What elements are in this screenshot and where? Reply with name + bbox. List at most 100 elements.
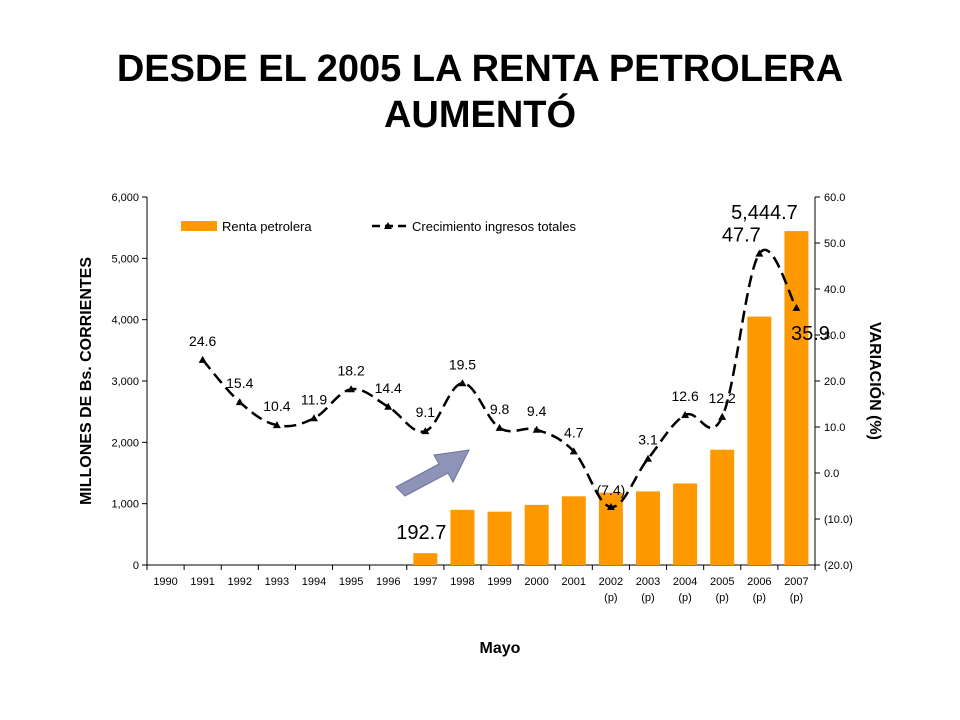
x-tick-label: 1999 [487,576,511,588]
legend-label-bar: Renta petrolera [222,219,312,234]
x-tick-label: 2000 [524,576,548,588]
slide-title: DESDE EL 2005 LA RENTA PETROLERA AUMENTÓ [0,46,960,138]
line-point-marker [235,398,244,406]
line-data-label: 35.9 [791,323,830,345]
line-data-label: (7.4) [596,482,625,498]
line-data-label: 3.1 [638,432,658,448]
bar-renta-petrolera [747,316,772,565]
y2-axis-title: VARIACIÓN (%) [866,322,885,440]
y2-tick-label: (20.0) [824,560,853,572]
line-point-marker [198,355,207,363]
legend-swatch-marker [384,222,392,229]
bar-renta-petrolera [636,491,660,565]
x-tick-label: 2001 [562,576,586,588]
bar-renta-petrolera [710,449,735,565]
line-point-marker [755,249,764,257]
line-series [198,248,801,511]
x-tick-label: 1990 [153,576,177,588]
line-point-marker [718,412,727,420]
x-tick-label: 1997 [413,576,437,588]
bar-series [413,231,809,565]
chart-axes: 0 1,000 2,000 3,000 4,000 5,000 6,000 (20.0) (10… [78,192,885,604]
legend-swatch-bar [181,221,217,231]
line-point-marker [569,447,578,455]
y2-tick-label: 40.0 [824,284,845,296]
bar-renta-petrolera [487,511,512,565]
line-data-label: 47.7 [722,225,761,247]
x-tick-label: 2007 [784,576,808,588]
line-point-marker [532,425,541,433]
x-tick-label: 1996 [376,576,400,588]
bar-data-label: 192.7 [396,522,446,544]
x-tick-note: (p) [790,592,803,604]
y2-tick-label: 0.0 [824,468,839,480]
bar-renta-petrolera [561,496,586,565]
x-tick-label: 2002 [599,576,623,588]
line-point-marker [681,411,690,419]
line-point-marker [272,421,281,429]
x-tick-label: 1998 [450,576,474,588]
x-tick-label: 1994 [302,576,326,588]
line-data-label: 24.6 [189,333,216,349]
y2-tick-label: 20.0 [824,376,845,388]
x-tick-note: (p) [715,592,728,604]
line-point-marker [458,379,467,387]
y-tick-label: 5,000 [111,253,139,265]
line-data-label: 12.2 [709,390,736,406]
x-tick-note: (p) [641,592,654,604]
bar-renta-petrolera [450,509,475,565]
y2-tick-label: (10.0) [824,514,853,526]
x-tick-label: 2006 [747,576,771,588]
footer-label: Mayo [479,640,521,657]
x-tick-note: (p) [604,592,617,604]
line-point-marker [606,503,615,511]
line-data-label: 9.8 [490,401,510,417]
y2-tick-label: 50.0 [824,238,845,250]
y-tick-label: 4,000 [111,315,139,327]
bar-renta-petrolera [673,483,698,565]
trend-arrow [395,449,470,497]
title-line-1: DESDE EL 2005 LA RENTA PETROLERA [116,48,844,90]
line-data-label: 9.1 [416,404,436,420]
title-line-2: AUMENTÓ [383,94,577,136]
line-crecimiento-ingresos [201,248,798,509]
x-tick-label: 1993 [265,576,289,588]
y-tick-label: 0 [133,560,139,572]
bar-data-label: 5,444.7 [731,202,798,224]
y-axis-title: MILLONES DE Bs. CORRIENTES [78,257,95,505]
line-point-marker [792,303,801,311]
x-tick-label: 2005 [710,576,734,588]
bar-renta-petrolera [413,553,438,565]
line-data-label: 19.5 [449,356,476,372]
line-point-marker [495,423,504,431]
bar-renta-petrolera [784,231,809,565]
x-tick-note: (p) [678,592,691,604]
trend-arrow-shape [395,449,470,497]
line-point-marker [421,427,430,435]
legend: Renta petrolera Crecimiento ingresos tota… [181,219,577,234]
line-data-label: 9.4 [527,403,547,419]
line-point-marker [384,402,393,410]
line-data-label: 18.2 [337,362,364,378]
x-tick-label: 2004 [673,576,697,588]
line-point-marker [310,414,318,422]
y-tick-label: 6,000 [111,192,139,204]
y2-tick-label: 60.0 [824,192,845,204]
x-tick-note: (p) [753,592,766,604]
x-tick-label: 1992 [228,576,252,588]
y-tick-label: 2,000 [111,437,139,449]
y-tick-label: 3,000 [111,376,139,388]
data-labels: 24.6 15.4 10.4 11.9 18.2 14.4 9.1 19.5 9.8 9.4 4.7… [189,202,830,544]
line-data-label: 14.4 [375,380,402,396]
y2-tick-label: 30.0 [824,330,845,342]
line-data-label: 12.6 [671,388,698,404]
x-tick-label: 1995 [339,576,363,588]
line-point-marker [347,385,356,393]
x-tick-label: 1991 [190,576,214,588]
y-tick-label: 1,000 [111,499,139,511]
y2-tick-label: 10.0 [824,422,845,434]
bar-renta-petrolera [524,504,549,565]
line-point-marker [644,454,652,462]
line-data-label: 15.4 [226,375,253,391]
